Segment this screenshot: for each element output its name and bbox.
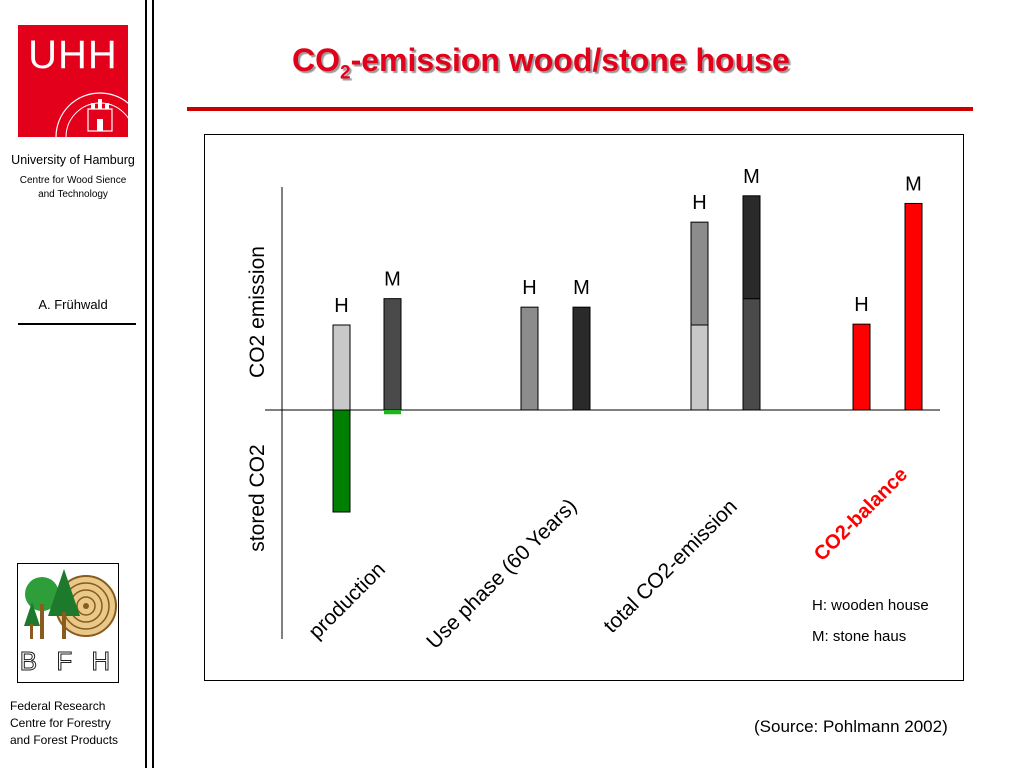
category-label-2: total CO2-emission (599, 495, 742, 638)
bar-label-4: H (692, 192, 706, 214)
sidebar-divider-inner (145, 0, 147, 768)
title-underline (187, 107, 973, 111)
sidebar-divider-outer (152, 0, 154, 768)
bar-h-4-segment-1 (690, 221, 709, 326)
y-axis-label-stored: stored CO2 (246, 444, 269, 551)
bfh-logo: B F H (17, 563, 119, 683)
federal-line-2: Centre for Forestry (10, 716, 111, 730)
page-title: CO2-emission wood/stone house (292, 42, 790, 84)
federal-line-1: Federal Research (10, 699, 106, 713)
bar-m-5-segment-1 (742, 195, 761, 300)
bar-m-7-segment-0 (904, 202, 923, 411)
centre-line-1: Centre for Wood Sience (19, 175, 127, 186)
author-divider (18, 323, 136, 325)
title-subscript: 2 (340, 62, 351, 84)
legend-entry-0: H: wooden house (812, 597, 929, 614)
tree-rings-icon (24, 569, 117, 639)
seal-icon (55, 92, 128, 137)
university-logo: UHH (18, 25, 128, 137)
chart: H M H M H M H M CO2 emission stored CO2 production… (246, 166, 940, 654)
logo-text: UHH (28, 33, 118, 77)
bar-m-3-segment-0 (572, 306, 591, 411)
category-label-3: CO2-balance (810, 464, 912, 566)
bar-h-6-segment-0 (852, 323, 871, 411)
category-label-0: production (304, 558, 390, 644)
centre-name: Centre for Wood Sience and Technology (0, 174, 146, 202)
centre-line-2: and Technology (38, 189, 108, 200)
bar-h-2-segment-0 (520, 306, 539, 411)
federal-line-3: and Forest Products (10, 733, 119, 747)
sidebar: UHH University of Hamburg Centre for Woo… (0, 0, 150, 768)
bar-label-1: M (384, 269, 401, 291)
bar-h-0-segment-1 (332, 409, 351, 513)
bar-label-5: M (743, 166, 760, 188)
bar-label-6: H (854, 294, 868, 316)
university-name: University of Hamburg (11, 153, 135, 167)
bar-h-0-segment-0 (332, 324, 351, 411)
bar-label-7: M (905, 173, 922, 195)
bar-label-3: M (573, 277, 590, 299)
source-citation: (Source: Pohlmann 2002) (754, 717, 948, 736)
bar-m-1-segment-0 (383, 298, 402, 411)
legend-entry-1: M: stone haus (812, 628, 906, 645)
bar-m-5-segment-0 (742, 298, 761, 411)
bar-m-1-segment-1 (384, 410, 401, 415)
chart-frame: H M H M H M H M CO2 emission stored CO2 production… (204, 134, 964, 681)
category-label-1: Use phase (60 Years) (422, 494, 581, 653)
author-name: A. Frühwald (38, 297, 108, 312)
y-axis-label-emission: CO2 emission (246, 246, 269, 378)
bar-label-0: H (334, 295, 348, 317)
bar-h-4-segment-0 (690, 324, 709, 411)
title-prefix: CO (292, 42, 340, 78)
title-suffix: -emission wood/stone house (350, 42, 790, 78)
bar-label-2: H (522, 277, 536, 299)
federal-centre-name: Federal Research Centre for Forestry and… (10, 698, 150, 749)
bfh-logo-text: B F H (19, 646, 117, 677)
